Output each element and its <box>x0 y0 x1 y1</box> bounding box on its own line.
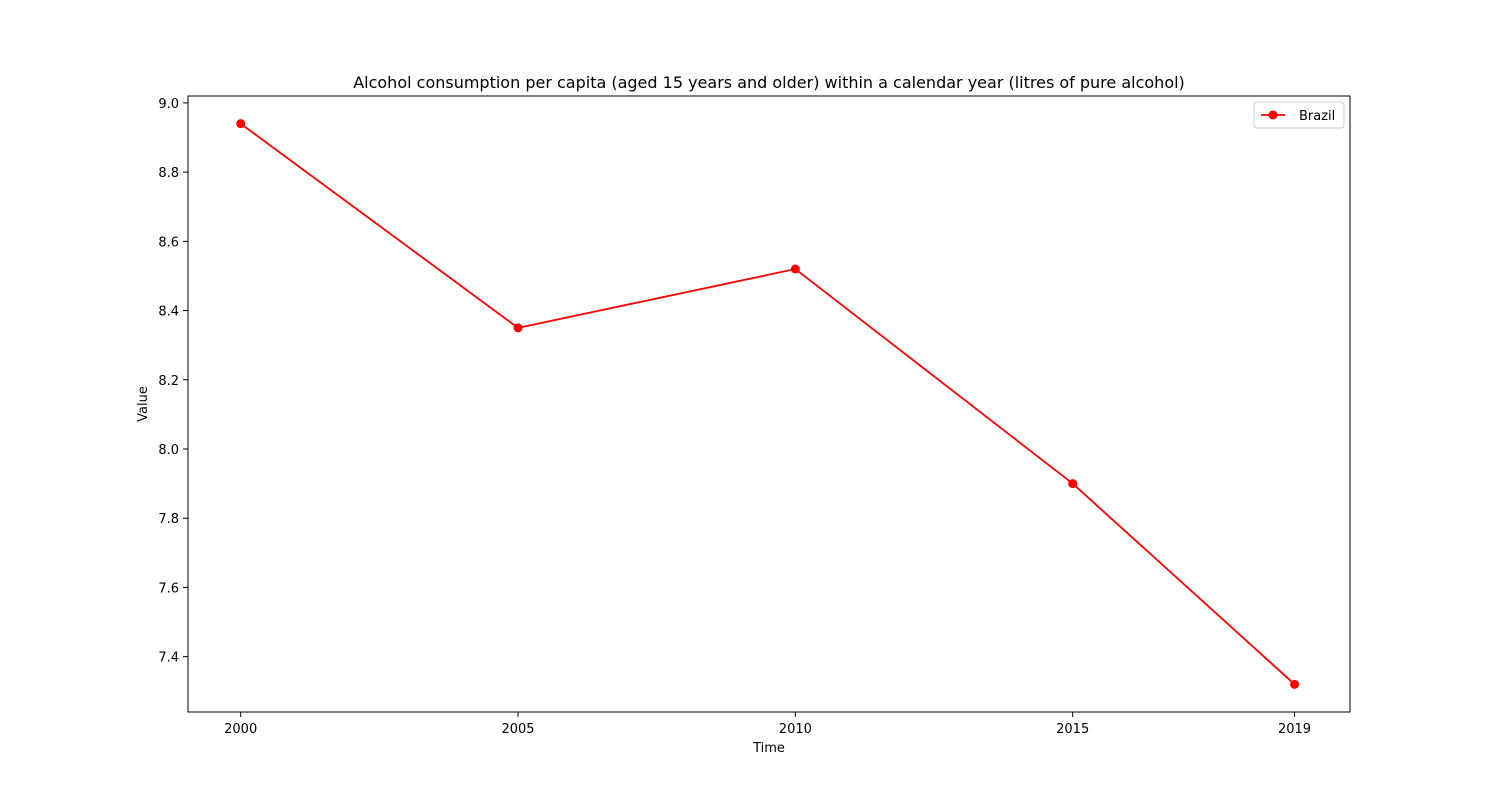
data-point <box>1068 479 1078 489</box>
y-tick-label: 8.2 <box>158 374 179 389</box>
x-axis-label: Time <box>752 741 785 756</box>
legend-label-brazil: Brazil <box>1299 109 1335 124</box>
y-tick-label: 8.0 <box>158 443 179 458</box>
y-tick-label: 8.8 <box>158 166 179 181</box>
plot-area: 2000 2005 2010 2015 2019 7.4 7.6 7.8 8.0 8.2 8.4 8… <box>158 95 1351 737</box>
legend: Brazil <box>1253 101 1345 129</box>
plot-frame <box>187 95 1351 713</box>
data-point <box>236 119 246 129</box>
y-tick-label: 9.0 <box>158 97 179 112</box>
x-tick-label: 2019 <box>1278 722 1311 737</box>
legend-marker-brazil <box>1268 110 1278 120</box>
x-tick-label: 2010 <box>779 722 812 737</box>
x-tick-label: 2000 <box>224 722 257 737</box>
y-axis-label: Value <box>136 386 151 422</box>
y-tick-label: 8.6 <box>158 235 179 250</box>
y-axis-ticks: 7.4 7.6 7.8 8.0 8.2 8.4 8.6 8.8 9.0 <box>158 97 188 666</box>
y-tick-label: 7.8 <box>158 512 179 527</box>
y-tick-label: 7.4 <box>158 651 179 666</box>
x-axis-ticks: 2000 2005 2010 2015 2019 <box>224 712 1311 737</box>
data-point <box>513 323 523 333</box>
y-tick-label: 8.4 <box>158 305 179 320</box>
y-tick-label: 7.6 <box>158 581 179 596</box>
series-layer <box>236 119 1300 689</box>
data-point <box>790 264 800 274</box>
chart-title: Alcohol consumption per capita (aged 15 … <box>353 73 1185 92</box>
legend-box <box>1253 101 1345 129</box>
x-tick-label: 2015 <box>1056 722 1089 737</box>
x-tick-label: 2005 <box>501 722 534 737</box>
data-point <box>1290 679 1300 689</box>
